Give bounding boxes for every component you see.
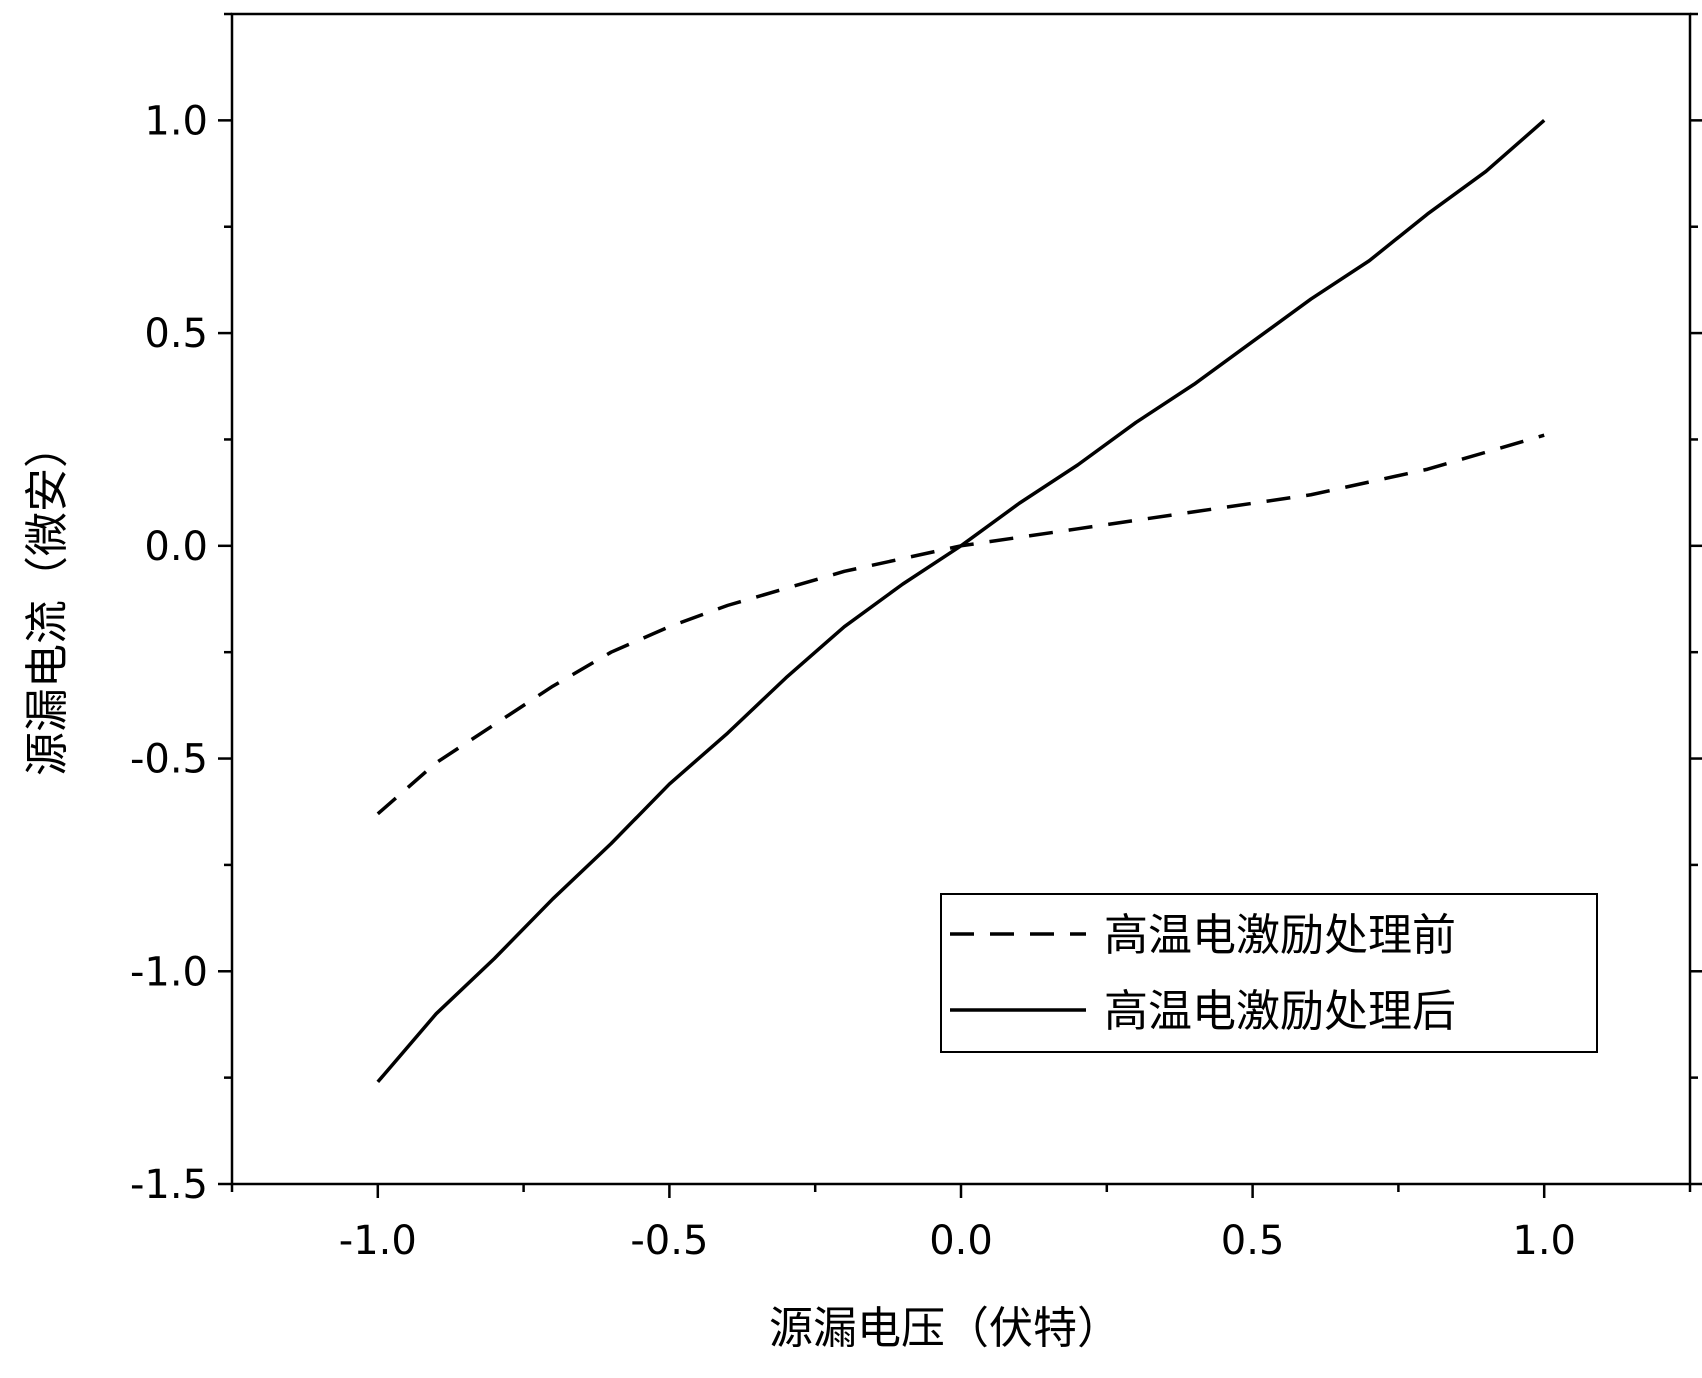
- series-layer: [376, 119, 1546, 1084]
- ticks-layer: -1.0 -0.5 0.0 0.5 1.0 -1.5 -1.0 -0.5 0.0 0.5 1.0: [130, 12, 1702, 1264]
- x-axis-title: 源漏电压（伏特）: [769, 1303, 1121, 1354]
- x-tick-label: 0.5: [1221, 1218, 1285, 1264]
- x-tick-label: -1.0: [339, 1218, 417, 1264]
- y-tick-label: 0.5: [144, 311, 208, 357]
- x-tick-label: -0.5: [630, 1218, 708, 1264]
- y-tick-label: -1.0: [130, 949, 208, 995]
- y-tick-label: 1.0: [144, 98, 208, 144]
- series-line-after: [376, 119, 1546, 1084]
- legend-label-before: 高温电激励处理前: [1104, 910, 1456, 961]
- legend-label-after: 高温电激励处理后: [1104, 986, 1456, 1037]
- legend-box: [940, 893, 1598, 1053]
- legend: 高温电激励处理前 高温电激励处理后: [940, 893, 1598, 1053]
- x-tick-label: 1.0: [1512, 1218, 1576, 1264]
- y-tick-label: -1.5: [130, 1162, 208, 1208]
- y-tick-label: 0.0: [144, 524, 208, 570]
- y-axis-title: 源漏电流（微安）: [22, 424, 73, 776]
- x-tick-label: 0.0: [929, 1218, 993, 1264]
- y-tick-label: -0.5: [130, 737, 208, 783]
